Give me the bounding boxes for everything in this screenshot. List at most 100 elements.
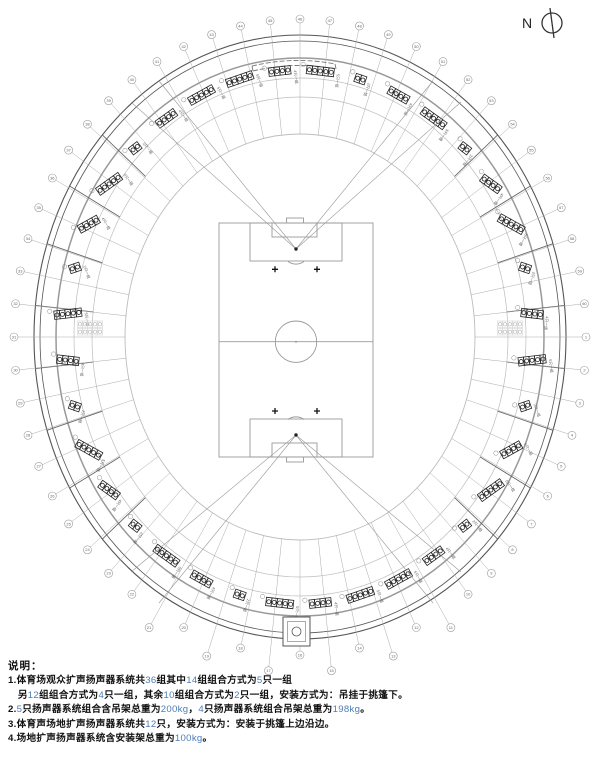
north-label: N bbox=[522, 15, 534, 31]
grid-axis-bubble bbox=[48, 173, 57, 183]
grid-axis-label: 10 bbox=[466, 592, 471, 597]
speaker-icon bbox=[437, 548, 443, 554]
grid-axis-label: 45 bbox=[268, 18, 273, 23]
speaker-icon bbox=[360, 77, 366, 83]
grid-line bbox=[20, 378, 129, 404]
speaker-icon bbox=[525, 402, 531, 408]
cluster-id-bubble bbox=[152, 539, 158, 545]
grid-axis-label: 27 bbox=[36, 464, 41, 469]
grid-axis-bubble bbox=[543, 491, 552, 501]
speaker-icon bbox=[529, 357, 535, 363]
speaker-icon bbox=[521, 310, 527, 316]
speaker-cluster: 5只一组 bbox=[260, 594, 300, 620]
field-speaker-icon bbox=[83, 329, 88, 334]
speaker-icon bbox=[189, 97, 195, 103]
speaker-icon bbox=[309, 601, 315, 607]
speaker-icon bbox=[518, 359, 524, 364]
grid-axis-label: 46 bbox=[298, 16, 303, 21]
speaker-icon bbox=[464, 147, 470, 153]
grid-axis-bubble bbox=[23, 234, 33, 244]
field-speaker-icon bbox=[503, 329, 508, 334]
cluster-label: 4只一组 bbox=[111, 498, 123, 512]
bay-line bbox=[46, 410, 103, 431]
speaker-icon bbox=[54, 312, 60, 318]
speaker-icon bbox=[75, 404, 80, 410]
speaker-icon bbox=[247, 73, 253, 78]
speaker-icon bbox=[525, 266, 531, 272]
speaker-icon bbox=[106, 181, 112, 187]
speaker-icon bbox=[239, 593, 245, 599]
cluster-id-bubble bbox=[493, 450, 499, 456]
grid-line bbox=[402, 501, 469, 595]
grid-line bbox=[370, 522, 417, 628]
speaker-icon bbox=[479, 494, 485, 499]
grid-line bbox=[269, 20, 282, 136]
field-speaker-icon bbox=[83, 322, 88, 327]
scoreboard-band bbox=[334, 63, 337, 70]
aim-line bbox=[130, 101, 297, 250]
field-speaker-icon bbox=[507, 322, 513, 327]
cluster-cell bbox=[461, 518, 473, 530]
scoreboard-band bbox=[252, 65, 337, 72]
speaker-icon bbox=[57, 356, 63, 362]
speaker-icon bbox=[495, 186, 500, 192]
grid-axis-label: 52 bbox=[466, 77, 471, 82]
speaker-cluster: 4只一组 bbox=[261, 65, 299, 84]
grid-axis-label: 55 bbox=[529, 147, 534, 152]
speaker-icon bbox=[76, 310, 82, 315]
speaker-icon bbox=[266, 599, 272, 605]
grid-line bbox=[318, 538, 332, 671]
cluster-label: 2只一组 bbox=[82, 265, 91, 280]
speaker-icon bbox=[317, 68, 323, 74]
cluster-id-bubble bbox=[64, 396, 70, 402]
cluster-cell bbox=[435, 545, 446, 557]
grid-axis-bubble bbox=[355, 21, 364, 31]
field-speaker-icon bbox=[98, 329, 103, 334]
grid-axis-label: 11 bbox=[449, 625, 454, 630]
grid-line bbox=[451, 177, 548, 236]
cluster-label: 5只一组 bbox=[123, 173, 135, 187]
grid-axis-label: 60 bbox=[582, 301, 587, 306]
speaker-icon bbox=[386, 581, 392, 587]
speaker-cluster: 2只一组 bbox=[64, 396, 86, 424]
grid-line bbox=[474, 303, 585, 317]
cluster-id-bubble bbox=[71, 225, 76, 231]
grid-axis-label: 57 bbox=[559, 205, 564, 210]
cluster-label: 2只一组 bbox=[132, 531, 144, 545]
speaker-icon bbox=[403, 96, 409, 102]
grid-axis-label: 2 bbox=[583, 368, 586, 373]
speaker-icon bbox=[422, 109, 428, 115]
speaker-icon bbox=[199, 92, 204, 98]
speaker-icon bbox=[163, 553, 169, 559]
speaker-icon bbox=[488, 487, 494, 493]
cluster-label: 2只一组 bbox=[527, 271, 536, 286]
grid-line bbox=[38, 207, 141, 255]
speaker-icon bbox=[81, 444, 87, 450]
cluster-id-bubble bbox=[188, 565, 194, 571]
speaker-icon bbox=[60, 311, 65, 317]
speaker-icon bbox=[196, 575, 202, 581]
speaker-icon bbox=[388, 88, 394, 94]
bay-line bbox=[102, 134, 146, 177]
cluster-cell bbox=[132, 140, 143, 153]
grid-line bbox=[370, 46, 417, 152]
grid-line bbox=[466, 238, 573, 275]
cluster-cell bbox=[245, 70, 255, 81]
speaker-icon bbox=[134, 144, 140, 149]
speaker-icon bbox=[506, 448, 512, 454]
cross-mark bbox=[272, 408, 278, 414]
speaker-cluster: 5只一组 bbox=[89, 171, 135, 196]
cluster-id-bubble bbox=[260, 594, 265, 599]
cluster-id-bubble bbox=[471, 494, 477, 500]
field-goal bbox=[286, 456, 304, 463]
grid-axis-label: 18 bbox=[238, 645, 243, 650]
speaker-icon bbox=[102, 184, 108, 190]
grid-line bbox=[451, 438, 548, 497]
speaker-icon bbox=[170, 111, 176, 116]
grid-line bbox=[20, 270, 129, 296]
speaker-icon bbox=[159, 550, 165, 555]
speaker-icon bbox=[62, 357, 68, 363]
aim-line bbox=[158, 80, 297, 250]
north-arrow-icon bbox=[541, 7, 563, 39]
grid-axis-label: 34 bbox=[26, 236, 31, 241]
